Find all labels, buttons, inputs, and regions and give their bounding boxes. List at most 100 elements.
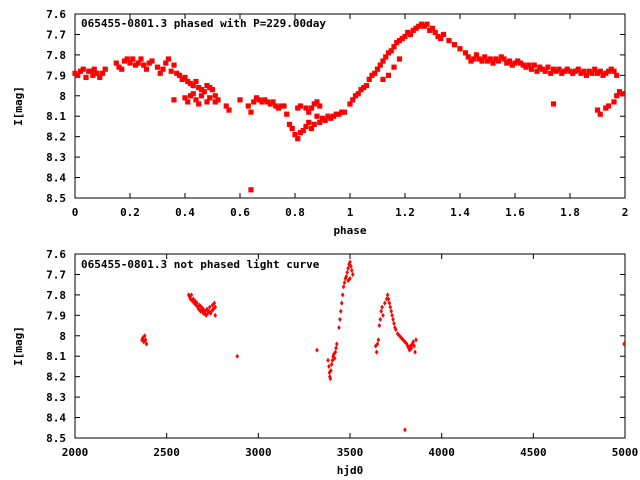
data-point bbox=[385, 72, 392, 78]
data-point bbox=[337, 325, 341, 331]
data-point bbox=[501, 56, 507, 62]
data-point bbox=[335, 341, 339, 347]
y-tick-label: 8.4 bbox=[46, 172, 66, 185]
data-point bbox=[141, 62, 147, 68]
y-tick-label: 8.3 bbox=[46, 151, 66, 164]
data-point bbox=[361, 85, 367, 91]
x-tick-label: 0 bbox=[72, 206, 79, 219]
data-point bbox=[380, 58, 386, 64]
data-point bbox=[200, 308, 205, 314]
data-point bbox=[75, 72, 81, 78]
data-point bbox=[121, 58, 128, 64]
data-point bbox=[212, 300, 217, 306]
data-point bbox=[174, 70, 180, 76]
data-point bbox=[616, 89, 623, 95]
data-point bbox=[329, 361, 334, 367]
data-point bbox=[605, 103, 612, 109]
data-point bbox=[332, 355, 337, 361]
data-point bbox=[515, 58, 521, 64]
data-point bbox=[374, 66, 381, 72]
data-point bbox=[378, 316, 383, 322]
data-point bbox=[212, 99, 218, 105]
data-point bbox=[284, 111, 290, 117]
data-point bbox=[275, 105, 282, 111]
data-point bbox=[207, 308, 211, 314]
data-point bbox=[379, 308, 383, 314]
data-point bbox=[286, 121, 293, 127]
data-point bbox=[479, 58, 485, 64]
data-point bbox=[377, 62, 383, 68]
data-point bbox=[597, 111, 603, 117]
data-point bbox=[432, 29, 438, 35]
data-point bbox=[377, 323, 382, 329]
data-point bbox=[553, 68, 559, 74]
data-point bbox=[119, 66, 125, 72]
data-point bbox=[614, 72, 620, 78]
data-point bbox=[308, 125, 315, 132]
data-point bbox=[471, 56, 477, 62]
x-tick-label: 0.2 bbox=[120, 206, 140, 219]
data-point bbox=[395, 331, 400, 337]
data-point bbox=[311, 101, 317, 107]
data-point bbox=[345, 269, 350, 275]
data-point bbox=[581, 68, 587, 74]
data-point bbox=[256, 97, 262, 103]
data-point bbox=[339, 300, 344, 306]
unphased-light-curve-chart: 2000 2500 3000 3500 4000 4500 5000 7.6 7.7 7.8 7.9… bbox=[12, 248, 638, 477]
data-point bbox=[196, 85, 202, 91]
data-point bbox=[427, 27, 433, 33]
data-point bbox=[385, 50, 392, 56]
data-point bbox=[352, 93, 359, 99]
data-point bbox=[215, 97, 221, 103]
data-point bbox=[586, 68, 592, 74]
data-point bbox=[102, 66, 108, 72]
data-point bbox=[341, 284, 346, 290]
data-point bbox=[366, 76, 372, 83]
data-point bbox=[212, 93, 218, 99]
data-point bbox=[605, 68, 612, 74]
data-point bbox=[556, 66, 562, 72]
data-point bbox=[387, 300, 392, 306]
data-point bbox=[520, 62, 526, 68]
data-point bbox=[376, 337, 381, 343]
data-point bbox=[297, 103, 304, 109]
data-point bbox=[207, 304, 212, 310]
data-point bbox=[399, 35, 405, 42]
y-tick-label: 8.5 bbox=[46, 432, 66, 445]
data-point bbox=[329, 368, 333, 374]
phased-light-curve-chart: 0 0.2 0.4 0.6 0.8 1 1.2 1.4 1.6 1.8 2 7.6 7.7 7.8 7.9 8… bbox=[12, 8, 628, 237]
data-point bbox=[124, 56, 130, 62]
data-point bbox=[412, 343, 416, 349]
chart-title: 065455-0801.3 not phased light curve bbox=[81, 258, 320, 271]
data-point bbox=[406, 345, 411, 351]
data-point bbox=[182, 95, 188, 101]
data-point bbox=[349, 263, 353, 269]
data-point bbox=[410, 27, 416, 33]
data-point bbox=[468, 58, 474, 64]
x-tick-label: 2 bbox=[622, 206, 629, 219]
data-point bbox=[391, 64, 397, 70]
x-axis-label: hjd0 bbox=[337, 464, 364, 477]
y-tick-label: 7.6 bbox=[46, 248, 66, 261]
x-tick-label: 3000 bbox=[245, 446, 272, 459]
data-point bbox=[339, 109, 345, 115]
data-point bbox=[193, 298, 197, 304]
data-point bbox=[251, 99, 257, 105]
data-point bbox=[346, 278, 350, 284]
data-point bbox=[144, 341, 149, 347]
x-tick-label: 2500 bbox=[153, 446, 180, 459]
data-point bbox=[189, 292, 194, 298]
data-point bbox=[537, 64, 543, 70]
y-tick-label: 7.7 bbox=[46, 28, 66, 41]
data-point bbox=[517, 60, 524, 66]
data-point bbox=[127, 60, 133, 66]
data-point bbox=[77, 68, 84, 74]
y-tick-label: 7.6 bbox=[46, 8, 66, 21]
data-point bbox=[306, 109, 312, 115]
data-point bbox=[506, 58, 513, 64]
data-point bbox=[176, 72, 183, 78]
data-point bbox=[348, 276, 352, 282]
chart-title: 065455-0801.3 phased with P=229.00day bbox=[81, 17, 326, 30]
data-point bbox=[350, 271, 355, 277]
